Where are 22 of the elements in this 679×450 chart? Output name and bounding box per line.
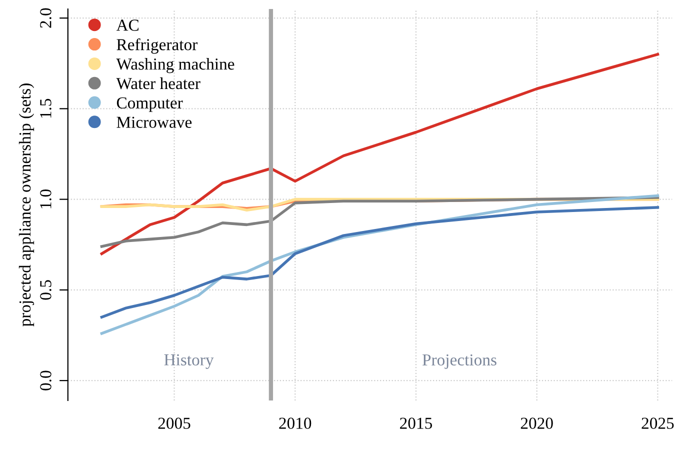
- y-tick-label: 1.5: [40, 98, 52, 118]
- legend-label: Water heater: [116, 77, 200, 90]
- legend-label: Computer: [116, 97, 183, 112]
- legend-label: Microwave: [116, 116, 192, 128]
- x-tick-label: 2020: [520, 418, 553, 429]
- y-tick-label: 0.5: [40, 280, 52, 300]
- legend-label: AC: [116, 20, 138, 31]
- legend-label: Washing machine: [116, 58, 234, 74]
- line-series: [100, 196, 660, 248]
- x-tick-label: 2015: [400, 418, 432, 429]
- line-series: [100, 206, 660, 319]
- annotation: History: [164, 354, 214, 369]
- line-series: [100, 52, 660, 256]
- x-tick-label: 2005: [158, 418, 190, 429]
- x-tick-label: 2025: [642, 418, 674, 429]
- y-tick-label: 0.0: [40, 370, 52, 390]
- annotation: Projections: [422, 354, 496, 369]
- x-tick-label: 2010: [279, 418, 312, 429]
- y-axis-title: projected appliance ownership (sets): [18, 84, 34, 326]
- y-tick-label: 2.0: [40, 8, 52, 28]
- y-tick-label: 1.0: [40, 190, 52, 208]
- legend-label: Refrigerator: [116, 38, 198, 54]
